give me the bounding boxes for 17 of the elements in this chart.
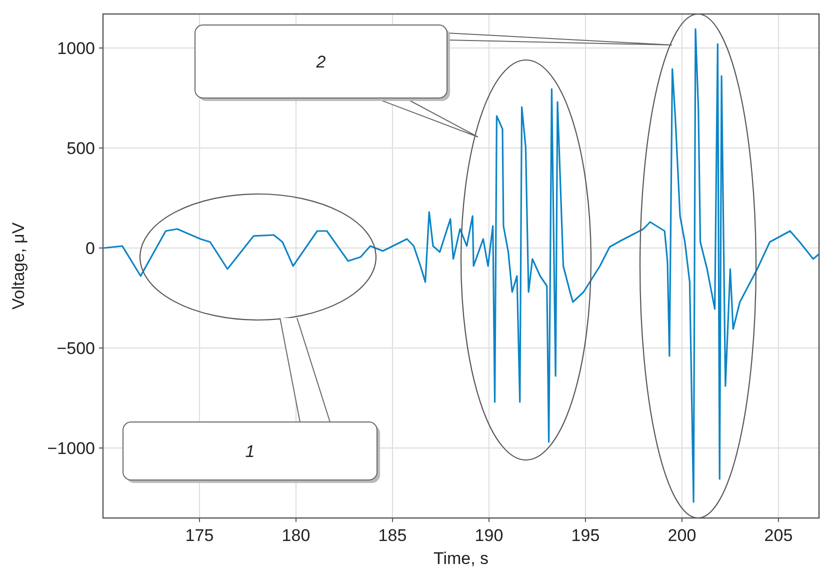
y-tick-label: −500 (56, 338, 95, 358)
annotation: 1 (245, 442, 255, 461)
x-tick-label: 195 (571, 526, 600, 545)
x-tick-label: 200 (668, 526, 696, 545)
x-tick-label: 185 (378, 526, 407, 545)
x-tick-label: 190 (474, 526, 504, 545)
line-series (103, 28, 820, 503)
y-tick-label: 1000 (57, 38, 95, 58)
y-tick-label: 0 (86, 238, 95, 258)
y-axis-title: Voltage, μV (9, 222, 28, 310)
annotation: 2 (315, 52, 326, 72)
x-tick-label: 180 (282, 526, 310, 545)
y-tick-label: −1000 (47, 438, 95, 458)
x-tick-label: 205 (764, 526, 793, 545)
x-axis-title: Time, s (433, 549, 489, 567)
y-tick-label: 500 (66, 138, 95, 158)
x-tick-label: 175 (185, 526, 214, 545)
